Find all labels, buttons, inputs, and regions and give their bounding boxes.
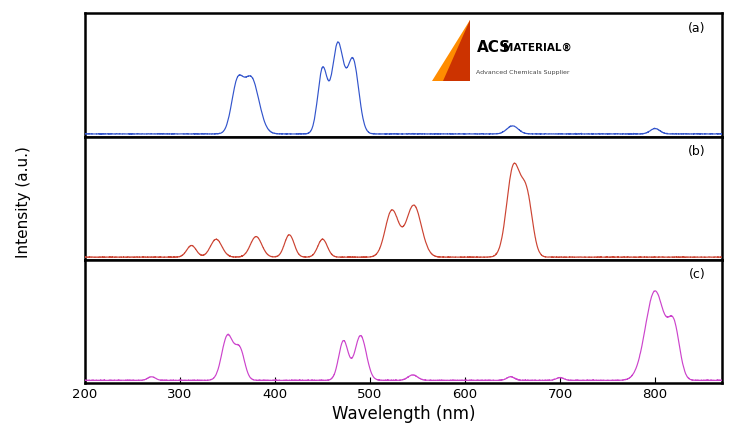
Text: Intensity (a.u.): Intensity (a.u.) xyxy=(16,146,31,258)
Text: ACS: ACS xyxy=(477,40,511,56)
Text: (c): (c) xyxy=(689,268,706,281)
Text: MATERIAL®: MATERIAL® xyxy=(503,43,572,53)
X-axis label: Wavelength (nm): Wavelength (nm) xyxy=(332,405,475,423)
Polygon shape xyxy=(443,20,470,81)
Text: (a): (a) xyxy=(688,22,706,35)
Text: (b): (b) xyxy=(688,145,706,158)
Text: Advanced Chemicals Supplier: Advanced Chemicals Supplier xyxy=(477,70,570,75)
Polygon shape xyxy=(432,20,470,81)
